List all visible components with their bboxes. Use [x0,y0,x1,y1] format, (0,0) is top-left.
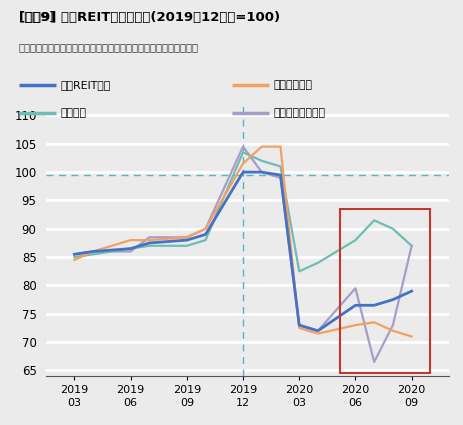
Text: オフィス指数: オフィス指数 [273,80,312,90]
Bar [340,209,431,373]
Text: [図表9]: [図表9] [19,11,58,24]
Text: 商業・物流等指数: 商業・物流等指数 [273,108,325,118]
Text: [図表9] 東証REIT指数の推移(2019年12月末=100): [図表9] 東証REIT指数の推移(2019年12月末=100) [19,11,280,24]
Text: 東証REIT指数: 東証REIT指数 [60,80,111,90]
Text: 出所：東京証券取引所のデータをもとにニッセイ基礎研究所が作成: 出所：東京証券取引所のデータをもとにニッセイ基礎研究所が作成 [19,42,199,53]
Text: [図表9]: [図表9] [19,11,58,24]
Text: 住宅指数: 住宅指数 [60,108,86,118]
